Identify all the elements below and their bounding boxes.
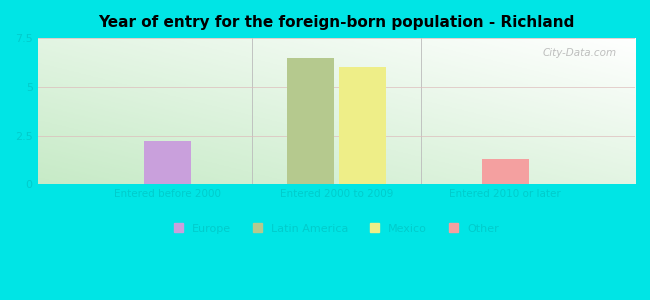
Text: City-Data.com: City-Data.com xyxy=(543,48,617,58)
Bar xyxy=(482,159,528,184)
Legend: Europe, Latin America, Mexico, Other: Europe, Latin America, Mexico, Other xyxy=(170,219,503,238)
Bar xyxy=(339,67,385,184)
Title: Year of entry for the foreign-born population - Richland: Year of entry for the foreign-born popul… xyxy=(98,15,575,30)
Bar xyxy=(144,141,191,184)
Bar xyxy=(287,58,333,184)
